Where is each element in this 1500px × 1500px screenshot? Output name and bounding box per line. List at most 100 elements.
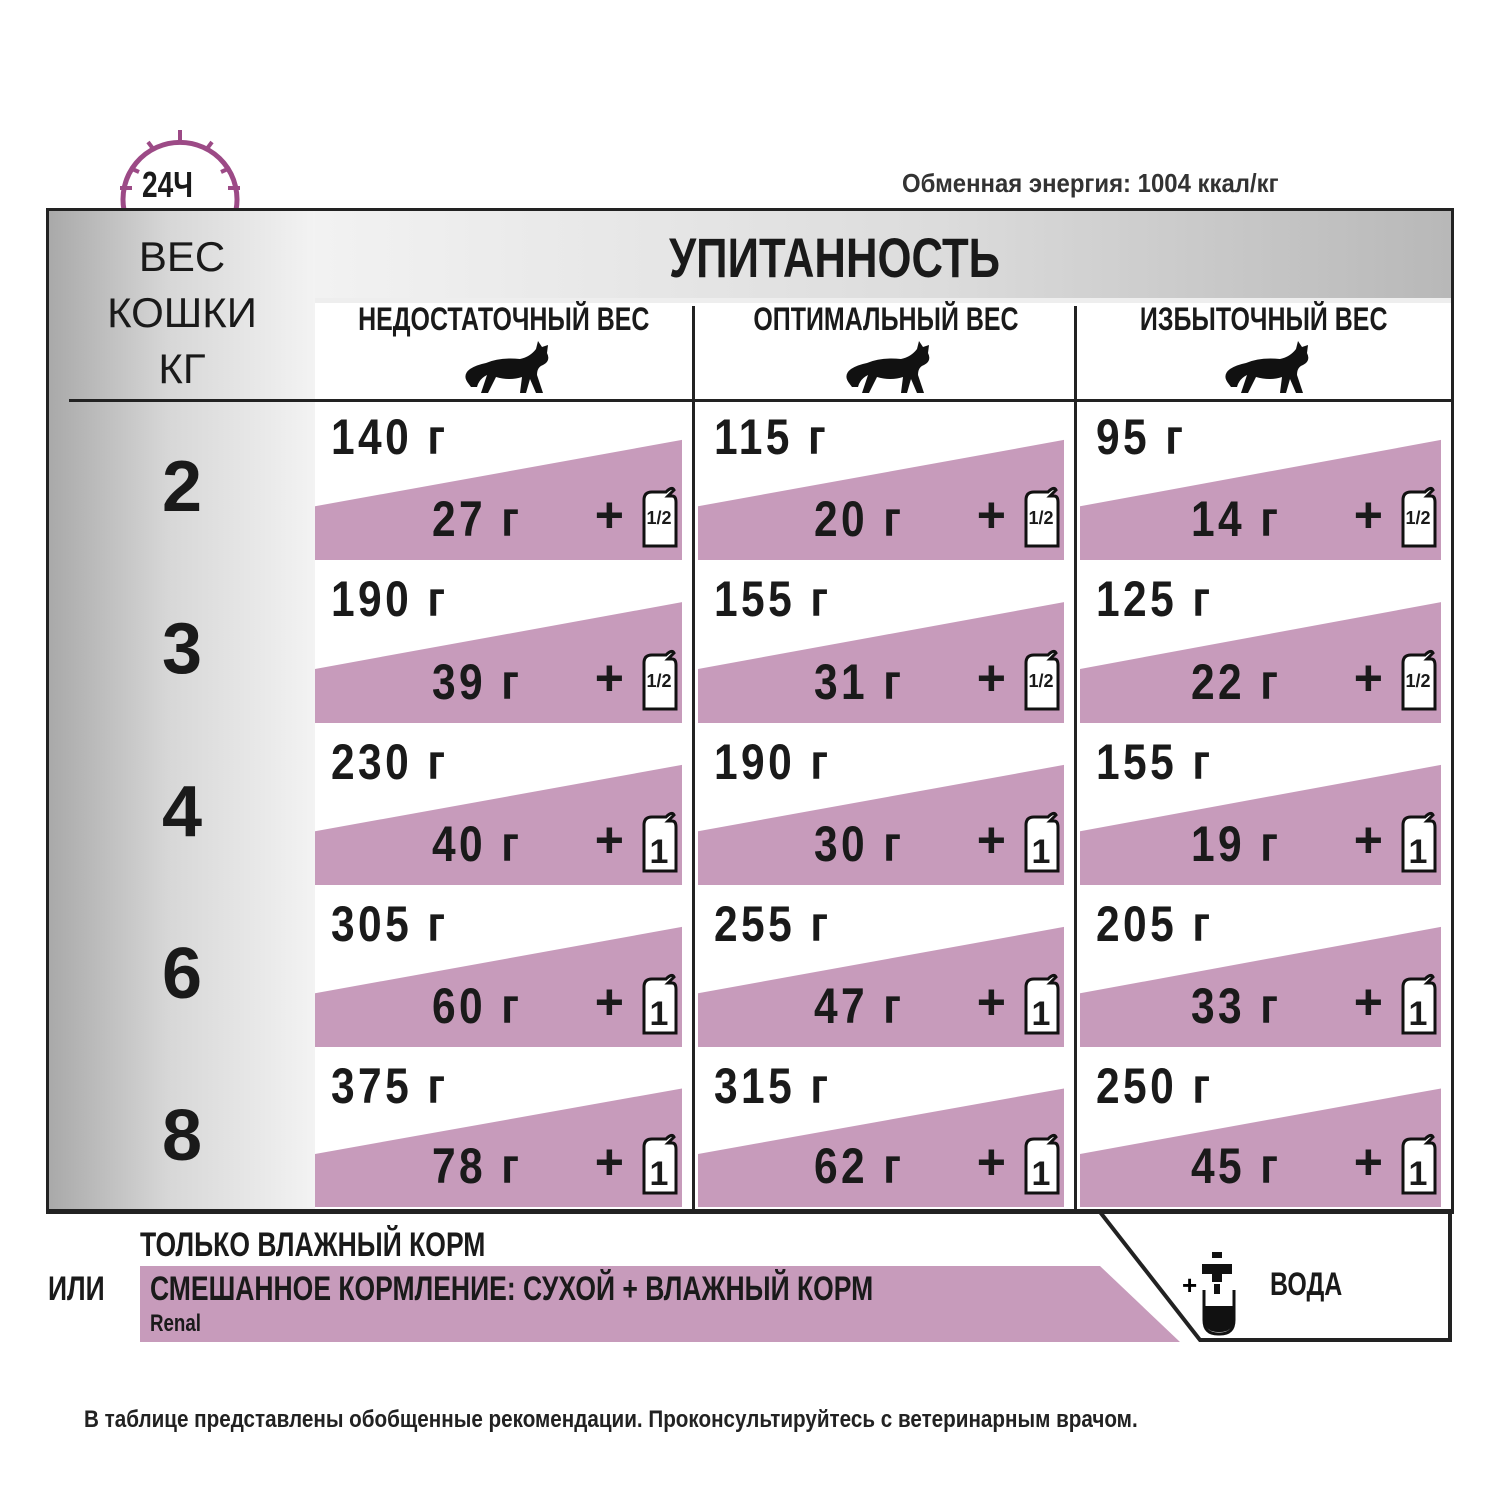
row-weight: 3 (161, 609, 203, 689)
weight-header: ВЕС КОШКИ КГ (49, 229, 315, 397)
pouch-icon: 1 (1399, 973, 1437, 1035)
column-header-optimal: ОПТИМАЛЬНЫЙ ВЕС (753, 301, 1019, 337)
dry-food-amount: 375 г (331, 1058, 449, 1114)
weight-header-line: КГ (158, 345, 206, 392)
wet-food-band (1080, 439, 1441, 560)
pouch-icon: 1 (640, 1133, 678, 1195)
header-divider (69, 399, 1451, 402)
legend-product: Renal (150, 1310, 201, 1337)
pouch-portion: 1 (1408, 995, 1428, 1033)
energy-info: Обменная энергия: 1004 ккал/кг (902, 168, 1279, 198)
wet-food-band (1080, 764, 1441, 885)
legend-mixed: СМЕШАННОЕ КОРМЛЕНИЕ: СУХОЙ + ВЛАЖНЫЙ КОР… (150, 1270, 874, 1308)
pouch-portion: 1/2 (1405, 508, 1431, 528)
pouch-icon: 1 (1022, 811, 1060, 873)
legend-mixed-band (140, 1266, 1180, 1342)
wet-food-amount: 33 г (1191, 978, 1282, 1034)
wet-food-amount: 62 г (814, 1138, 905, 1194)
wet-food-band (698, 764, 1064, 885)
wet-food-amount: 78 г (432, 1138, 523, 1194)
title-band (315, 211, 1451, 298)
wet-food-amount: 45 г (1191, 1138, 1282, 1194)
dry-food-amount: 155 г (1096, 734, 1214, 790)
wet-food-combo: 22 г +1/2 (1191, 649, 1437, 711)
feeding-table: УПИТАННОСТЬ ВЕС КОШКИ КГ НЕДОСТАТОЧНЫЙ В… (46, 208, 1454, 1214)
table-cell: 315 г 62 г +1 (698, 1051, 1074, 1207)
wet-food-band (315, 602, 682, 723)
plus-sign: + (976, 812, 1006, 868)
plus-sign: + (1353, 812, 1383, 868)
table-cell: 250 г 45 г +1 (1080, 1051, 1451, 1207)
pouch-icon: 1 (1399, 1133, 1437, 1195)
wet-food-band (698, 602, 1064, 723)
row-weight: 2 (161, 447, 203, 527)
column-header-underweight: НЕДОСТАТОЧНЫЙ ВЕС (358, 301, 650, 337)
clock-label: 24Ч (142, 164, 193, 205)
table-cell: 155 г 19 г +1 (1080, 727, 1451, 885)
wet-food-combo: 47 г +1 (814, 973, 1060, 1035)
plus-sign: + (976, 650, 1006, 706)
cat-silhouette-icon (464, 341, 548, 393)
legend-or: ИЛИ (48, 1270, 105, 1308)
disclaimer: В таблице представлены обобщенные рекоме… (84, 1406, 1138, 1433)
cat-silhouette-icon (845, 341, 929, 393)
pouch-icon: 1/2 (1022, 486, 1060, 548)
pouch-portion: 1 (1031, 833, 1051, 871)
wet-food-combo: 40 г +1 (432, 811, 678, 873)
row-weight: 4 (161, 772, 203, 852)
pouch-portion: 1 (649, 995, 669, 1033)
wet-food-band (698, 439, 1064, 560)
plus-sign: + (1353, 1134, 1383, 1190)
wet-food-band (315, 439, 682, 560)
pouch-portion: 1/2 (1028, 508, 1054, 528)
wet-food-combo: 30 г +1 (814, 811, 1060, 873)
table-cell: 115 г 20 г +1/2 (698, 402, 1074, 560)
wet-food-band (698, 926, 1064, 1047)
dry-food-amount: 155 г (714, 571, 832, 627)
wet-food-amount: 40 г (432, 816, 523, 872)
pouch-icon: 1 (1022, 973, 1060, 1035)
wet-food-combo: 14 г +1/2 (1191, 486, 1437, 548)
dry-food-amount: 95 г (1096, 409, 1187, 465)
wet-food-amount: 19 г (1191, 816, 1282, 872)
dry-food-amount: 205 г (1096, 896, 1214, 952)
wet-food-amount: 20 г (814, 491, 905, 547)
legend-only-wet: ТОЛЬКО ВЛАЖНЫЙ КОРМ (140, 1226, 486, 1264)
wet-food-amount: 60 г (432, 978, 523, 1034)
wet-food-combo: 33 г +1 (1191, 973, 1437, 1035)
wet-food-combo: 31 г +1/2 (814, 649, 1060, 711)
pouch-icon: 1/2 (640, 486, 678, 548)
wet-food-combo: 60 г +1 (432, 973, 678, 1035)
pouch-portion: 1/2 (1405, 671, 1431, 691)
table-cell: 125 г 22 г +1/2 (1080, 564, 1451, 723)
weight-column-bg (49, 211, 315, 1209)
column-header-overweight: ИЗБЫТОЧНЫЙ ВЕС (1140, 301, 1388, 337)
wet-food-band (698, 1088, 1064, 1207)
wet-food-band (1080, 926, 1441, 1047)
pouch-portion: 1 (1031, 1155, 1051, 1193)
wet-food-combo: 78 г +1 (432, 1133, 678, 1195)
svg-text:+: + (1182, 1270, 1197, 1300)
dry-food-amount: 115 г (714, 409, 830, 465)
table-cell: 230 г 40 г +1 (315, 727, 692, 885)
wet-food-band (1080, 1088, 1441, 1207)
table-cell: 205 г 33 г +1 (1080, 889, 1451, 1047)
plus-sign: + (594, 1134, 624, 1190)
weight-header-line: ВЕС (138, 233, 226, 280)
wet-food-combo: 20 г +1/2 (814, 486, 1060, 548)
wet-food-band (315, 926, 682, 1047)
wet-food-band (315, 764, 682, 885)
dry-food-amount: 140 г (331, 409, 449, 465)
wet-food-amount: 47 г (814, 978, 905, 1034)
table-title: УПИТАННОСТЬ (669, 226, 1001, 289)
dry-food-amount: 315 г (714, 1058, 832, 1114)
wet-food-amount: 14 г (1191, 491, 1282, 547)
wet-food-amount: 39 г (432, 654, 523, 710)
row-weight: 6 (161, 934, 203, 1014)
plus-sign: + (1353, 650, 1383, 706)
water-box (1098, 1210, 1452, 1342)
wet-food-amount: 27 г (432, 491, 523, 547)
table-cell: 255 г 47 г +1 (698, 889, 1074, 1047)
table-cell: 305 г 60 г +1 (315, 889, 692, 1047)
row-weight: 8 (161, 1096, 203, 1176)
